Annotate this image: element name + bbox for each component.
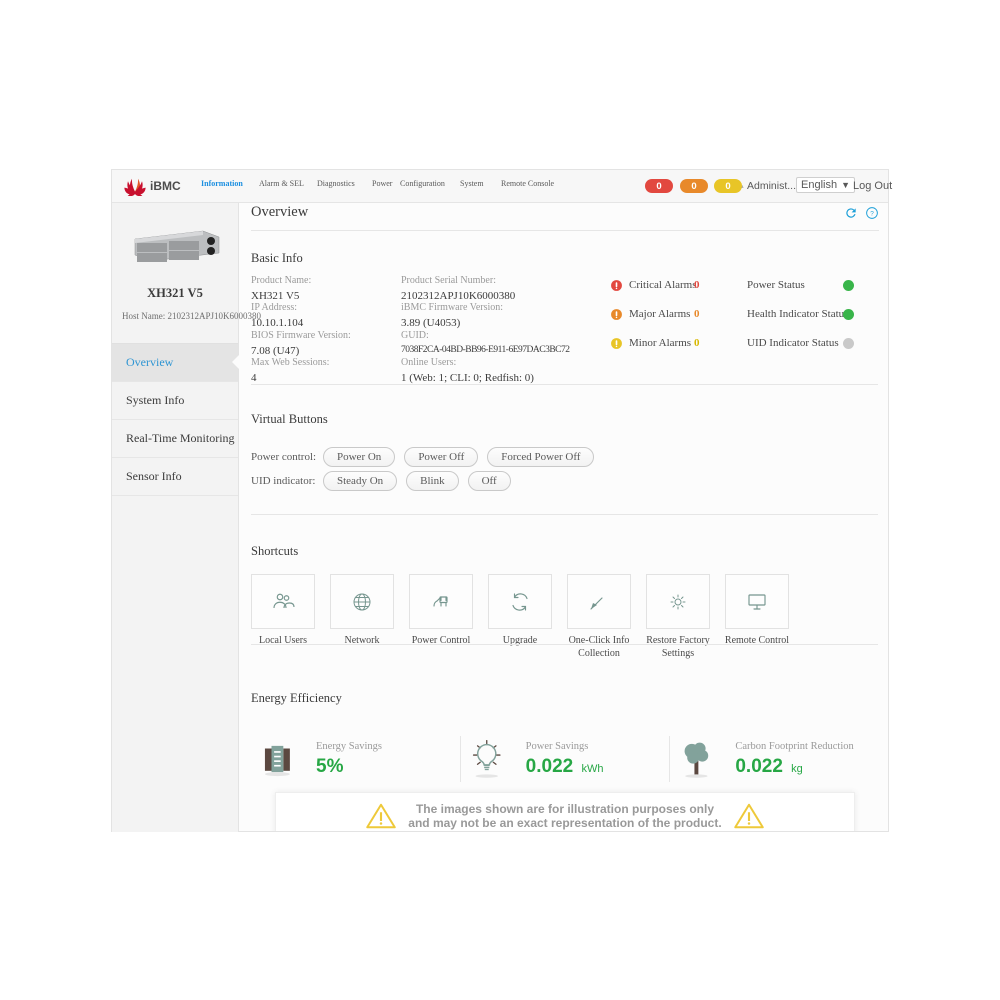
svg-text:?: ? (870, 210, 874, 217)
